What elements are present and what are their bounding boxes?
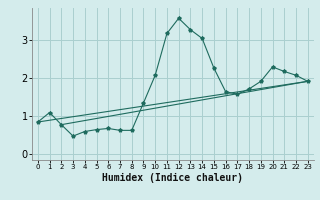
X-axis label: Humidex (Indice chaleur): Humidex (Indice chaleur)	[102, 173, 243, 183]
